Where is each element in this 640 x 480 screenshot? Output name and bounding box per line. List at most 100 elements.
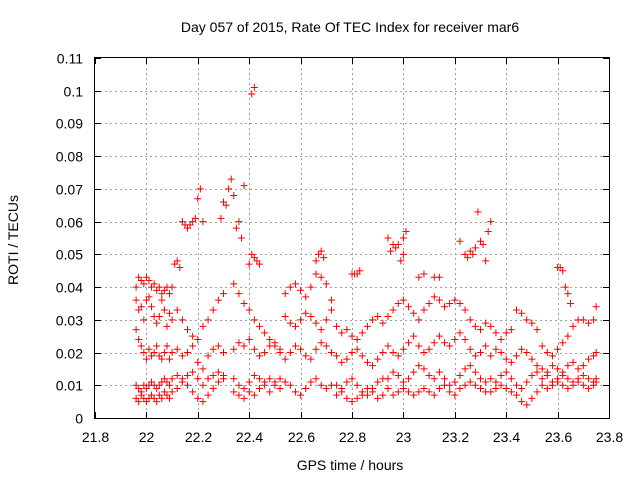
data-point — [533, 362, 541, 370]
data-point — [297, 286, 305, 294]
data-point — [369, 388, 377, 396]
data-point — [281, 378, 289, 386]
data-point — [497, 335, 505, 343]
data-point — [302, 309, 310, 317]
data-point — [194, 195, 202, 203]
data-point — [338, 358, 346, 366]
data-point — [153, 319, 161, 327]
data-point — [327, 306, 335, 314]
data-point — [487, 218, 495, 226]
data-point — [564, 332, 572, 340]
data-point — [502, 329, 510, 337]
y-tick-label: 0.08 — [56, 149, 83, 165]
data-point — [322, 316, 330, 324]
data-point — [466, 378, 474, 386]
data-point — [374, 394, 382, 402]
data-point — [435, 368, 443, 376]
data-point — [497, 349, 505, 357]
data-point — [209, 306, 217, 314]
data-point — [492, 345, 500, 353]
data-point — [194, 358, 202, 366]
data-point — [461, 306, 469, 314]
data-point — [235, 218, 243, 226]
data-point — [291, 388, 299, 396]
data-point — [297, 391, 305, 399]
data-point — [507, 375, 515, 383]
data-point — [266, 388, 274, 396]
data-point — [312, 345, 320, 353]
data-point — [543, 371, 551, 379]
data-point — [286, 283, 294, 291]
data-point — [240, 342, 248, 350]
data-point — [425, 299, 433, 307]
data-point — [286, 381, 294, 389]
data-point — [466, 345, 474, 353]
data-point — [497, 371, 505, 379]
data-point — [559, 381, 567, 389]
data-point — [592, 378, 600, 386]
data-point — [559, 339, 567, 347]
data-point — [199, 381, 207, 389]
data-point — [237, 234, 245, 242]
data-point — [435, 296, 443, 304]
data-point — [199, 398, 207, 406]
data-point — [487, 375, 495, 383]
data-point — [402, 227, 410, 235]
data-point — [528, 371, 536, 379]
data-point — [518, 385, 526, 393]
data-point — [512, 306, 520, 314]
data-point — [173, 306, 181, 314]
data-point — [425, 371, 433, 379]
data-point — [353, 345, 361, 353]
data-point — [255, 260, 263, 268]
data-point — [158, 394, 166, 402]
data-point — [189, 368, 197, 376]
data-point — [374, 313, 382, 321]
data-point — [451, 335, 459, 343]
data-points — [132, 83, 600, 409]
data-point — [155, 283, 163, 291]
data-point — [461, 381, 469, 389]
data-point — [248, 90, 256, 98]
data-point — [255, 322, 263, 330]
data-point — [561, 283, 569, 291]
data-point — [235, 290, 243, 298]
data-point — [502, 368, 510, 376]
data-point — [250, 371, 258, 379]
data-point — [261, 329, 269, 337]
data-point — [389, 306, 397, 314]
data-point — [232, 224, 240, 232]
y-tick-label: 0.07 — [56, 182, 83, 198]
data-point — [343, 355, 351, 363]
data-point — [384, 385, 392, 393]
data-point — [512, 381, 520, 389]
data-point — [322, 385, 330, 393]
data-point — [592, 349, 600, 357]
data-point — [492, 378, 500, 386]
x-tick-label: 22.6 — [288, 429, 315, 445]
data-point — [173, 345, 181, 353]
y-tick-label: 0.04 — [56, 280, 83, 296]
data-point — [420, 385, 428, 393]
data-point — [584, 375, 592, 383]
data-point — [471, 368, 479, 376]
data-point — [492, 385, 500, 393]
data-point — [178, 378, 186, 386]
data-point — [379, 391, 387, 399]
data-point — [379, 349, 387, 357]
data-point — [297, 345, 305, 353]
data-point — [484, 227, 492, 235]
data-point — [320, 254, 328, 262]
data-point — [353, 335, 361, 343]
data-point — [166, 394, 174, 402]
data-point — [397, 257, 405, 265]
data-point — [194, 394, 202, 402]
data-point — [245, 335, 253, 343]
data-point — [220, 371, 227, 379]
data-point — [512, 352, 520, 360]
data-point — [456, 385, 464, 393]
data-point — [166, 381, 174, 389]
data-point — [214, 296, 222, 304]
data-point — [374, 378, 382, 386]
data-point — [523, 316, 531, 324]
